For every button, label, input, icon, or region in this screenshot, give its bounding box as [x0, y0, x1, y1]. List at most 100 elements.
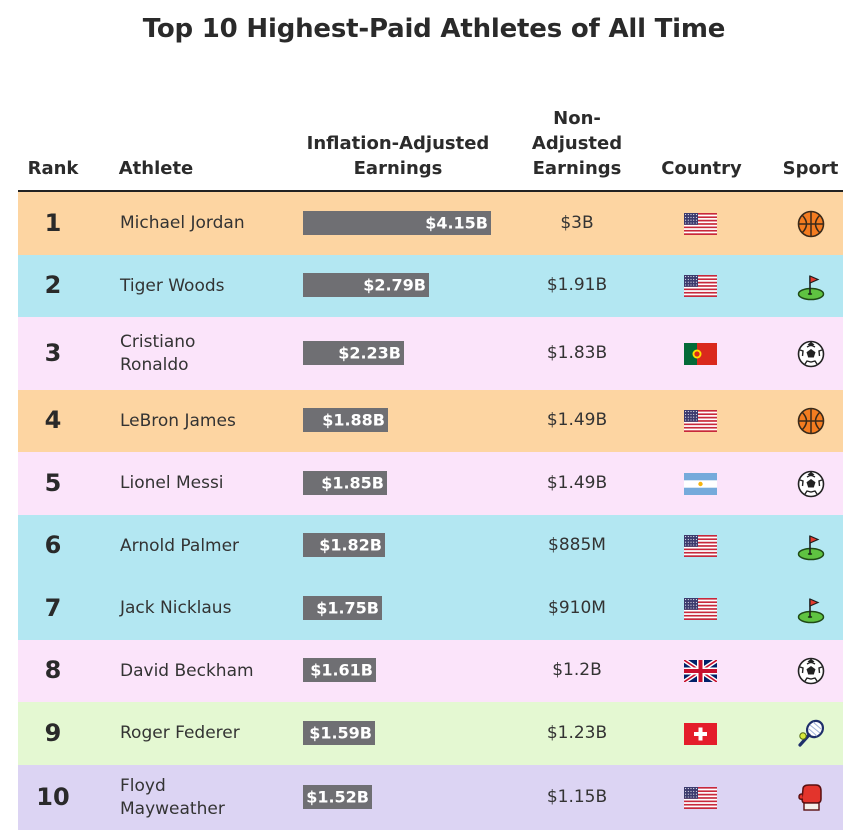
athlete-name-line: Ronaldo	[120, 354, 189, 375]
athlete-name: Arnold Palmer	[120, 535, 290, 558]
non-adjusted-value: $3B	[560, 212, 594, 233]
header-athlete-line: Athlete	[118, 158, 194, 179]
inflation-adjusted-bar	[303, 595, 382, 620]
header-country: Country	[654, 156, 749, 181]
athlete-name: Lionel Messi	[120, 472, 290, 495]
earnings-bar-svg: $2.79B	[303, 273, 429, 297]
non-adjusted-value: $1.83B	[546, 342, 608, 363]
basketball-icon	[797, 407, 825, 435]
bar-value-label: $1.82B	[319, 536, 382, 555]
athlete-name: Michael Jordan	[120, 212, 290, 235]
earnings-bar-svg: $1.52B	[303, 784, 372, 809]
header-sport-line: Sport	[782, 158, 839, 179]
usa-flag-icon	[684, 275, 717, 297]
athlete-name: Tiger Woods	[120, 275, 290, 298]
bar-value-label: $1.52B	[306, 787, 369, 806]
usa-flag-icon	[684, 597, 717, 620]
header-divider	[18, 190, 843, 192]
non-adjusted-value: $885M	[548, 535, 606, 555]
table-row: 5 Lionel Messi $1.85B $1.49B	[18, 452, 843, 515]
athlete-name-line: Cristiano	[120, 331, 196, 352]
non-adjusted-value: $1.91B	[546, 275, 608, 295]
athlete-name: LeBron James	[120, 410, 290, 433]
header-adjusted-line: Inflation-Adjusted	[306, 133, 490, 154]
usa-flag-icon	[684, 212, 717, 235]
athlete-name-line: Floyd	[120, 775, 166, 796]
athlete-name: David Beckham	[120, 660, 290, 683]
earnings-bar-svg: $1.61B	[303, 658, 376, 682]
bar-value-label: $2.23B	[338, 343, 401, 362]
bar-value-label: $1.88B	[322, 411, 385, 430]
rank-value: 5	[44, 468, 62, 497]
inflation-adjusted-bar	[303, 210, 491, 235]
athlete-name-line: Jack Nicklaus	[120, 598, 232, 618]
soccer-icon	[797, 340, 825, 367]
tennis-icon	[798, 719, 825, 747]
inflation-adjusted-bar	[303, 340, 404, 365]
table-header: Rank Athlete Inflation-Adjusted Earnings …	[18, 100, 843, 190]
earnings-bar-svg: $1.75B	[303, 595, 382, 620]
rank-value: 2	[44, 271, 62, 299]
rank-value: 10	[36, 782, 70, 811]
inflation-adjusted-bar	[303, 470, 387, 495]
rank-value: 6	[44, 531, 62, 559]
golf-icon	[797, 535, 825, 561]
header-nonadjusted-line: Earnings	[532, 158, 622, 179]
table-row: 8 David Beckham $1.61B $1.2B	[18, 640, 843, 702]
athlete-name: Jack Nicklaus	[120, 597, 290, 620]
table-row: 2 Tiger Woods $2.79B $1.91B	[18, 255, 843, 317]
bar-value-label: $1.61B	[310, 661, 373, 680]
rank-value: 7	[44, 593, 62, 622]
inflation-adjusted-bar	[303, 533, 385, 557]
header-athlete: Athlete	[116, 156, 196, 181]
table-row: 9 Roger Federer $1.59B $1.23B	[18, 702, 843, 765]
golf-icon	[797, 597, 825, 623]
table-row: 10 Floyd Mayweather $1.52B $1.15B	[18, 765, 843, 830]
earnings-bar-svg: $1.88B	[303, 408, 388, 432]
inflation-adjusted-bar	[303, 273, 429, 297]
usa-flag-icon	[684, 410, 717, 432]
inflation-adjusted-bar	[303, 720, 375, 745]
athlete-name-line: Michael Jordan	[120, 213, 245, 233]
header-sport: Sport	[773, 156, 843, 181]
header-rank: Rank	[18, 156, 88, 181]
non-adjusted-value: $1.23B	[546, 722, 608, 743]
athlete-name-line: LeBron James	[120, 410, 236, 431]
inflation-adjusted-bar	[303, 784, 372, 809]
uk-flag-icon	[684, 660, 717, 682]
header-country-line: Country	[661, 158, 742, 179]
header-nonadjusted-line: Non-	[553, 108, 601, 129]
chart-title: Top 10 Highest-Paid Athletes of All Time	[142, 14, 726, 44]
athlete-name-line: Roger Federer	[120, 723, 240, 743]
bar-value-label: $1.59B	[309, 723, 372, 742]
header-inflation-adjusted: Inflation-Adjusted Earnings	[298, 131, 498, 181]
rank-value: 1	[44, 208, 62, 237]
soccer-icon	[797, 657, 825, 685]
earnings-bar-svg: $4.15B	[303, 210, 491, 235]
non-adjusted-value: $1.49B	[546, 472, 608, 493]
rank-value: 8	[44, 656, 62, 684]
header-rank-line: Rank	[27, 158, 79, 179]
athlete-name-line: Tiger Woods	[120, 275, 225, 296]
athlete-name-line: David Beckham	[120, 660, 254, 681]
boxing-icon	[798, 783, 822, 811]
athlete-name-line: Mayweather	[120, 798, 225, 819]
bar-value-label: $4.15B	[425, 213, 488, 232]
rank-value: 4	[44, 406, 62, 434]
athlete-name: Floyd Mayweather	[120, 775, 290, 821]
usa-flag-icon	[684, 535, 717, 557]
header-adjusted-line: Earnings	[353, 158, 443, 179]
athlete-name-line: Arnold Palmer	[120, 535, 240, 556]
non-adjusted-value: $1.49B	[546, 410, 608, 430]
table-row: 4 LeBron James $1.88B $1.49B	[18, 390, 843, 452]
earnings-bar-svg: $1.85B	[303, 470, 387, 495]
header-nonadjusted-line: Adjusted	[531, 133, 623, 154]
inflation-adjusted-bar	[303, 408, 388, 432]
inflation-adjusted-bar	[303, 658, 376, 682]
portugal-flag-icon	[684, 342, 717, 365]
argentina-flag-icon	[684, 472, 717, 495]
table-row: 3 Cristiano Ronaldo $2.23B $1.83B	[18, 317, 843, 390]
earnings-bar-svg: $1.59B	[303, 720, 375, 745]
non-adjusted-value: $1.2B	[552, 660, 602, 680]
rank-value: 9	[44, 718, 62, 747]
